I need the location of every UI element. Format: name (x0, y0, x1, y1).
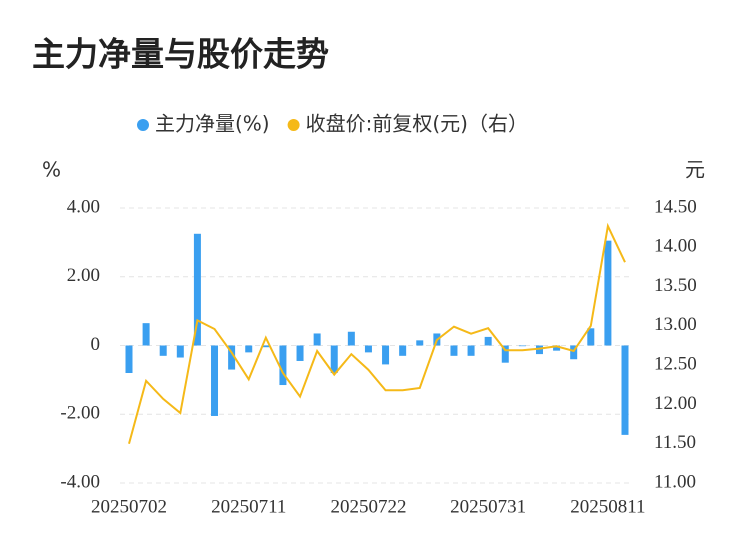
legend-label: 主力净量(%) (155, 112, 270, 136)
bar (501, 345, 509, 363)
bar (228, 345, 236, 370)
bar (587, 328, 595, 346)
bar (484, 336, 492, 346)
y2-tick-label: 11.00 (654, 471, 696, 492)
y-tick-label: -2.00 (60, 403, 100, 424)
legend-marker (287, 119, 300, 131)
y2-tick-label: 11.50 (654, 432, 696, 453)
bar (570, 345, 578, 360)
y2-tick-label: 14.00 (654, 236, 697, 257)
bar (279, 345, 287, 386)
y-tick-label: 0 (91, 334, 101, 355)
y2-tick-label: 13.50 (654, 275, 697, 296)
bar (467, 345, 475, 356)
y2-tick-label: 12.50 (654, 354, 697, 375)
bar (416, 340, 424, 346)
y-tick-label: 4.00 (67, 196, 100, 217)
y2-tick-label: 13.00 (654, 314, 697, 335)
y2-tick-label: 12.00 (654, 393, 697, 414)
x-tick-label: 20250711 (211, 496, 286, 517)
legend-label: 收盘价:前复权(元)（右） (306, 112, 528, 136)
y2-tick-label: 14.50 (654, 196, 697, 217)
bar (553, 345, 561, 351)
bar (330, 345, 338, 373)
bar (245, 345, 253, 353)
chart-title: 主力净量与股价走势 (32, 35, 329, 74)
x-tick-label: 20250702 (91, 496, 167, 517)
bar (535, 345, 543, 355)
bar (193, 233, 201, 346)
bar (211, 345, 219, 416)
bar (621, 345, 629, 435)
y-tick-label: -4.00 (60, 471, 100, 492)
y2-axis-label: 元 (685, 158, 705, 182)
bar (364, 345, 372, 353)
bar (347, 331, 355, 346)
bar (604, 240, 612, 346)
bar (262, 345, 270, 348)
x-tick-label: 20250731 (450, 496, 526, 517)
x-tick-label: 20250811 (570, 496, 645, 517)
x-tick-label: 20250722 (330, 496, 406, 517)
bar (399, 345, 407, 356)
y-tick-label: 2.00 (67, 265, 100, 286)
bar (176, 345, 184, 358)
price-line (128, 222, 626, 444)
bar (382, 345, 390, 365)
bar (518, 345, 526, 347)
y-axis-label: % (42, 158, 61, 182)
bar (125, 345, 133, 373)
bar (142, 323, 150, 346)
bar (296, 345, 304, 361)
bar (450, 345, 458, 356)
bar (159, 345, 167, 356)
bar (313, 333, 321, 346)
legend-marker (137, 119, 149, 131)
